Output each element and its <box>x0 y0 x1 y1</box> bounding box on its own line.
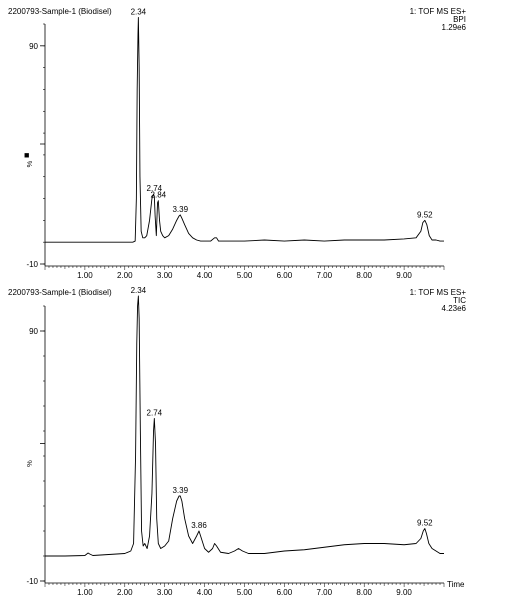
x-tick-label: 3.00 <box>157 271 173 280</box>
y-tick-label: -10 <box>26 260 38 269</box>
sample-label: 2200793-Sample-1 (Biodisel) <box>8 288 112 297</box>
peak-label: 3.39 <box>172 486 188 495</box>
peak-label: 3.39 <box>172 205 188 214</box>
x-tick-label: 5.00 <box>237 271 253 280</box>
x-tick-label: 9.00 <box>396 271 412 280</box>
detector-label: 1: TOF MS ES+ <box>410 288 467 297</box>
intensity-label: 4.23e6 <box>442 304 467 313</box>
peak-label: 2.34 <box>131 7 147 16</box>
chart-panel-1: 2200793-Sample-1 (Biodisel) 1: TOF MS ES+… <box>8 7 467 280</box>
x-tick-label: 7.00 <box>317 271 333 280</box>
peak-label: 2.34 <box>131 286 147 295</box>
x-tick-label: 1.00 <box>77 271 93 280</box>
page-marker-icon: ■ <box>24 150 29 160</box>
x-tick-label: 8.00 <box>356 271 372 280</box>
series-line <box>45 295 444 557</box>
peak-label: 9.52 <box>417 519 433 528</box>
x-tick-label: 2.00 <box>117 271 133 280</box>
chart-panel-2: 2200793-Sample-1 (Biodisel) 1: TOF MS ES+… <box>8 286 467 597</box>
y-axis-label: % <box>25 160 34 167</box>
detector-label: 1: TOF MS ES+ <box>410 7 467 16</box>
x-tick-label: 8.00 <box>356 588 372 597</box>
y-tick-label: 90 <box>29 42 38 51</box>
peak-label: 3.86 <box>191 521 207 530</box>
peak-label: 2.74 <box>147 184 163 193</box>
peak-label: 2.74 <box>147 409 163 418</box>
x-tick-label: 1.00 <box>77 588 93 597</box>
x-tick-label: 6.00 <box>277 271 293 280</box>
y-tick-label: 90 <box>29 327 38 336</box>
x-tick-label: 2.00 <box>117 588 133 597</box>
trace-type-label: TIC <box>453 296 466 305</box>
x-tick-label: 4.00 <box>197 271 213 280</box>
x-tick-label: 7.00 <box>317 588 333 597</box>
y-axis-label: % <box>25 460 34 467</box>
x-tick-label: 5.00 <box>237 588 253 597</box>
intensity-label: 1.29e6 <box>442 23 467 32</box>
sample-label: 2200793-Sample-1 (Biodisel) <box>8 7 112 16</box>
peak-label: 9.52 <box>417 210 433 219</box>
x-tick-label: 6.00 <box>277 588 293 597</box>
x-tick-label: 3.00 <box>157 588 173 597</box>
x-axis-label: Time <box>447 580 465 589</box>
peak-label: 2.84 <box>151 191 167 200</box>
trace-type-label: BPI <box>453 15 466 24</box>
y-tick-label: -10 <box>26 577 38 586</box>
x-tick-label: 4.00 <box>197 588 213 597</box>
series-line <box>45 17 444 243</box>
x-tick-label: 9.00 <box>396 588 412 597</box>
